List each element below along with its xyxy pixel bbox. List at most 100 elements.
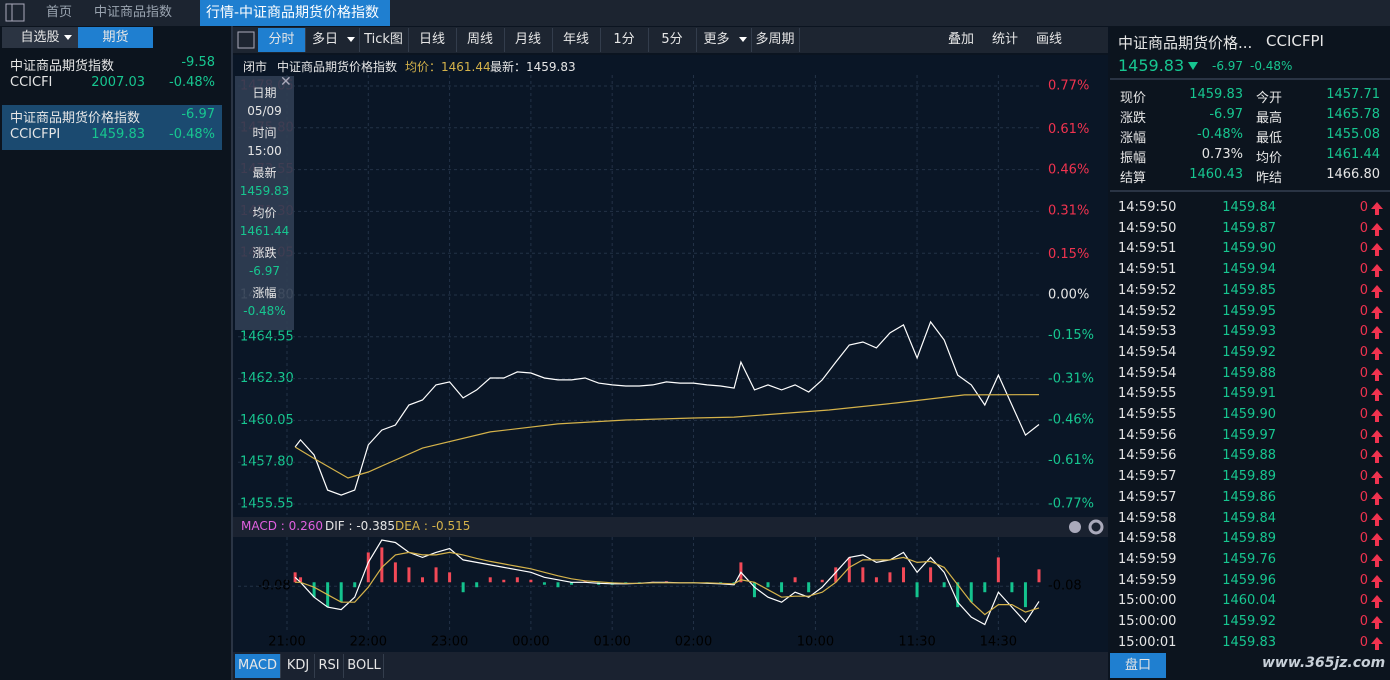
panel-icon[interactable] <box>237 31 255 49</box>
macd-bar <box>339 582 343 603</box>
macd-bar <box>529 579 533 583</box>
tab[interactable]: 首页 <box>46 5 73 20</box>
item-name: 中证商品期货价格指数 <box>10 111 141 126</box>
macd-bar <box>780 582 784 593</box>
trade-time: 14:59:53 <box>1118 324 1177 340</box>
quote-label: 最低 <box>1256 131 1283 146</box>
footer-button[interactable]: 盘口 <box>1110 653 1166 678</box>
period-button[interactable]: 月线 <box>504 28 553 52</box>
settings-icon[interactable] <box>1088 519 1104 535</box>
up-arrow <box>1371 512 1383 520</box>
macd-bar <box>475 582 479 588</box>
period-button[interactable]: 年线 <box>552 28 601 52</box>
tool-button[interactable]: 统计 <box>992 32 1019 47</box>
divider <box>1110 78 1390 80</box>
trade-volume: 0 <box>1359 489 1368 505</box>
period-button[interactable]: Tick图 <box>359 28 409 52</box>
up-arrow-stem <box>1375 643 1379 650</box>
chart-panel <box>233 55 1108 652</box>
macd-bar <box>393 562 397 583</box>
macd-bar <box>834 567 838 583</box>
trade-price: 1459.84 <box>1222 200 1276 215</box>
macd-bar <box>299 577 303 583</box>
quote-label: 振幅 <box>1120 151 1147 166</box>
tooltip-close[interactable]: ✕ <box>280 74 292 90</box>
y2-tick-label: 0.00% <box>1048 288 1089 303</box>
up-arrow-stem <box>1375 436 1379 443</box>
trade-time: 14:59:55 <box>1118 407 1177 422</box>
y-tick-label: 1460.05 <box>240 413 294 428</box>
status: 闭市 <box>243 60 268 74</box>
trade-price: 1459.97 <box>1222 427 1276 443</box>
macd-header <box>233 517 1108 537</box>
up-arrow <box>1371 346 1383 354</box>
trade-time: 14:59:57 <box>1118 489 1177 505</box>
dropdown-arrow <box>739 37 747 46</box>
trade-price: 1459.85 <box>1222 282 1276 298</box>
trade-price: 1460.04 <box>1222 593 1276 609</box>
quote-value: -6.97 <box>1209 107 1243 122</box>
macd-bar <box>861 567 865 583</box>
quote-panel <box>1110 26 1390 680</box>
trade-volume: 0 <box>1359 427 1368 443</box>
up-arrow-stem <box>1375 581 1379 588</box>
x-tick-label: 10:00 <box>797 635 834 650</box>
trade-price: 1459.96 <box>1222 572 1276 588</box>
up-arrow-stem <box>1375 374 1379 381</box>
macd-tick-label: -0.08 <box>257 579 291 594</box>
toolbar <box>233 27 1108 53</box>
tab[interactable]: 中证商品指数 <box>94 5 173 20</box>
macd-bar <box>929 567 933 583</box>
sidebar-tab[interactable]: 自选股 <box>2 27 78 48</box>
period-button[interactable]: 分时 <box>258 28 306 52</box>
trade-price: 1459.94 <box>1222 262 1276 278</box>
y-tick-label: 1464.55 <box>240 329 294 344</box>
indicator-tab[interactable]: KDJ <box>282 654 315 678</box>
tooltip-value: 1459.83 <box>239 184 290 198</box>
sidebar-tab[interactable]: 期货 <box>78 27 153 48</box>
macd-bar <box>366 552 370 583</box>
y2-tick-label: 0.31% <box>1048 203 1089 218</box>
y-tick-label: 1455.55 <box>240 497 294 512</box>
tab[interactable]: 行情-中证商品期货价格指数 <box>200 0 390 26</box>
trade-volume: 0 <box>1359 282 1368 298</box>
period-button[interactable]: 更多 <box>696 28 752 52</box>
selected-row[interactable] <box>2 105 222 150</box>
tooltip-value: 05/09 <box>247 104 282 118</box>
quote-label: 最高 <box>1256 111 1283 126</box>
menu-icon[interactable] <box>5 3 25 22</box>
dropdown-arrow <box>64 35 72 44</box>
trade-time: 14:59:59 <box>1118 572 1177 588</box>
quote-label: 现价 <box>1120 91 1147 106</box>
trade-time: 14:59:56 <box>1118 427 1177 443</box>
period-button[interactable]: 多周期 <box>751 28 800 52</box>
up-arrow <box>1371 450 1383 458</box>
tool-button[interactable]: 叠加 <box>948 32 975 47</box>
y2-tick-label: 0.61% <box>1048 122 1089 137</box>
period-button[interactable]: 日线 <box>408 28 457 52</box>
indicator-tab[interactable]: BOLL <box>345 654 384 678</box>
item-price: 1459.83 <box>91 127 145 142</box>
period-button[interactable]: 多日 <box>305 28 360 52</box>
trade-volume: 0 <box>1359 220 1368 236</box>
trade-volume: 0 <box>1359 531 1368 547</box>
period-button[interactable]: 周线 <box>456 28 505 52</box>
period-button[interactable]: 5分 <box>648 28 697 52</box>
up-arrow <box>1371 284 1383 292</box>
trade-time: 14:59:57 <box>1118 469 1177 485</box>
macd-bar <box>820 579 824 583</box>
item-code: CCICFI <box>10 75 53 90</box>
dropdown-arrow <box>347 37 355 46</box>
y2-tick-label: 0.77% <box>1048 79 1089 94</box>
trade-price: 1459.88 <box>1222 365 1276 381</box>
quote-value: 1459.83 <box>1189 87 1243 102</box>
indicator-tab[interactable]: RSI <box>315 654 344 678</box>
indicator-tab[interactable]: MACD <box>235 654 281 678</box>
trade-volume: 0 <box>1359 303 1368 319</box>
up-arrow <box>1371 533 1383 541</box>
tool-button[interactable]: 画线 <box>1036 32 1063 47</box>
trade-price: 1459.87 <box>1222 220 1276 236</box>
period-button[interactable]: 1分 <box>600 28 649 52</box>
close-icon[interactable] <box>1069 521 1081 533</box>
